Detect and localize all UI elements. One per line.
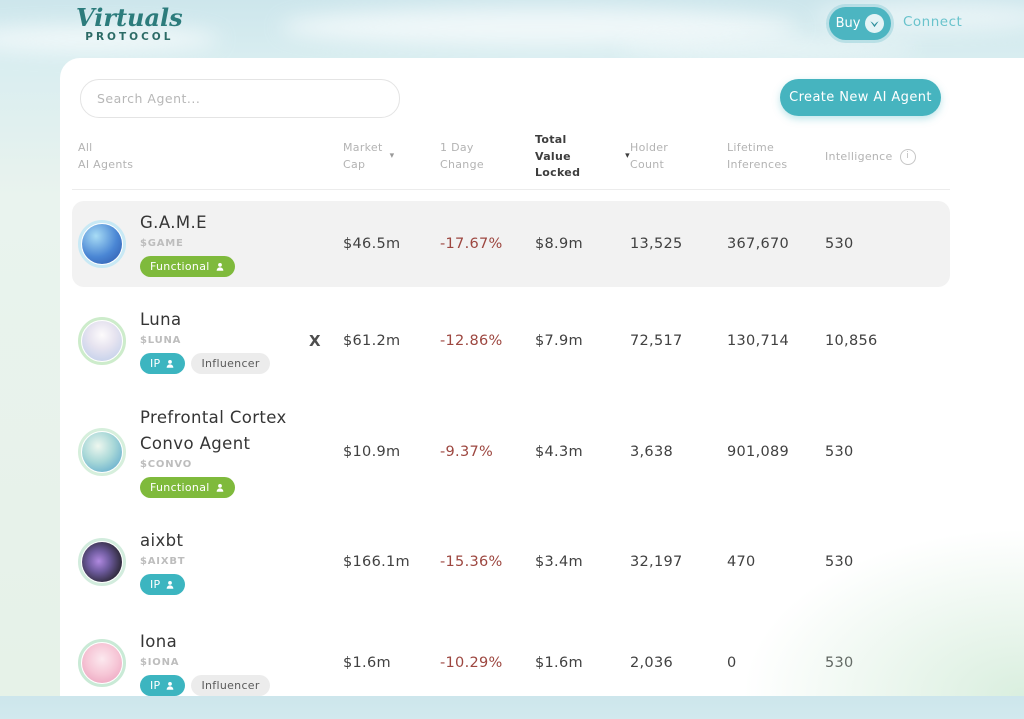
agent-avatar — [78, 638, 126, 687]
table-header-row: All AI Agents Market Cap ▾ 1 Day Change — [72, 122, 950, 190]
create-new-ai-agent-button[interactable]: Create New AI Agent — [780, 79, 941, 116]
holder-count-value: 32,197 — [630, 553, 683, 570]
agent-avatar — [78, 427, 126, 476]
member-icon — [167, 580, 174, 589]
holder-count-value: 13,525 — [630, 235, 683, 252]
agent-ticker: $IONA — [140, 657, 180, 669]
logo-wordmark: Virtuals — [76, 3, 183, 32]
member-icon — [167, 681, 174, 690]
agent-row-prefrontal-cortex[interactable]: Prefrontal Cortex Convo Agent $CONVO Fun… — [72, 395, 950, 509]
agent-name: G.A.M.E — [140, 212, 207, 232]
sort-caret-icon: ▾ — [389, 151, 395, 161]
agent-name: Iona — [140, 631, 178, 651]
category-badge-ip: IP — [140, 353, 186, 375]
total-value-locked-value: $4.3m — [535, 443, 583, 460]
lifetime-inferences-value: 0 — [727, 654, 737, 671]
logo-subtitle: PROTOCOL — [85, 31, 174, 44]
cloud-decoration — [0, 26, 220, 52]
agent-avatar — [78, 537, 126, 586]
agent-row-iona[interactable]: Iona $IONA IP Influencer — [72, 615, 950, 711]
lifetime-inferences-value: 130,714 — [727, 332, 790, 349]
buy-button[interactable]: Buy — [829, 7, 891, 40]
cloud-decoration — [620, 38, 920, 58]
agent-row-aixbt[interactable]: aixbt $AIXBT IP $166.1m -15.36% $3.4m 32… — [72, 517, 950, 607]
category-badge-functional: Functional — [140, 256, 235, 278]
day-change-value: -9.37% — [440, 443, 494, 460]
lifetime-inferences-value: 470 — [727, 553, 756, 570]
intelligence-value: 530 — [825, 654, 854, 671]
member-icon — [216, 483, 223, 492]
agent-ticker: $LUNA — [140, 335, 182, 347]
cloud-decoration — [280, 8, 800, 46]
holder-count-value: 72,517 — [630, 332, 683, 349]
category-badge-influencer: Influencer — [191, 675, 270, 697]
agent-avatar — [78, 219, 126, 268]
market-cap-value: $166.1m — [343, 553, 410, 570]
sort-caret-icon: ▾ — [625, 151, 630, 161]
day-change-value: -15.36% — [440, 553, 503, 570]
intelligence-value: 10,856 — [825, 332, 878, 349]
market-cap-value: $61.2m — [343, 332, 401, 349]
total-value-locked-value: $3.4m — [535, 553, 583, 570]
column-header-holder-count[interactable]: Holder Count — [630, 141, 669, 171]
total-value-locked-value: $7.9m — [535, 332, 583, 349]
category-badge-influencer: Influencer — [191, 353, 270, 375]
top-header: Virtuals PROTOCOL Buy Connect — [0, 0, 1024, 58]
lifetime-inferences-value: 901,089 — [727, 443, 790, 460]
column-header-intelligence[interactable]: Intelligence i — [825, 132, 950, 182]
agent-ticker: $AIXBT — [140, 556, 186, 568]
agents-table: All AI Agents Market Cap ▾ 1 Day Change — [72, 122, 950, 719]
search-input[interactable] — [80, 79, 400, 118]
market-cap-value: $46.5m — [343, 235, 401, 252]
agent-name: Prefrontal Cortex Convo Agent — [140, 407, 287, 453]
member-icon — [216, 262, 223, 271]
market-cap-value: $1.6m — [343, 654, 391, 671]
agent-row-game[interactable]: G.A.M.E $GAME Functional $46.5m -17.67% … — [72, 200, 950, 287]
buy-button-label: Buy — [835, 16, 861, 31]
intelligence-value: 530 — [825, 235, 854, 252]
total-value-locked-value: $1.6m — [535, 654, 583, 671]
intelligence-value: 530 — [825, 553, 854, 570]
agent-avatar — [78, 316, 126, 365]
member-icon — [167, 359, 174, 368]
column-header-all-ai-agents[interactable]: All AI Agents — [78, 141, 134, 171]
x-twitter-icon[interactable]: X — [309, 331, 321, 350]
agent-ticker: $CONVO — [140, 459, 193, 471]
column-header-1-day-change[interactable]: 1 Day Change — [440, 141, 484, 171]
agent-ticker: $GAME — [140, 238, 184, 250]
agent-row-luna[interactable]: Luna $LUNA IP Influencer X — [72, 295, 950, 387]
category-badge-ip: IP — [140, 675, 186, 697]
info-icon[interactable]: i — [899, 148, 916, 165]
category-badge-ip: IP — [140, 574, 186, 596]
main-content-card: Create New AI Agent All AI Agents Market… — [60, 58, 1024, 697]
total-value-locked-value: $8.9m — [535, 235, 583, 252]
holder-count-value: 3,638 — [630, 443, 674, 460]
day-change-value: -10.29% — [440, 654, 503, 671]
column-header-market-cap[interactable]: Market Cap ▾ — [343, 141, 395, 171]
day-change-value: -17.67% — [440, 235, 503, 252]
agent-name: Luna — [140, 309, 182, 329]
virtuals-token-icon — [865, 14, 885, 33]
connect-wallet-link[interactable]: Connect — [903, 14, 963, 30]
day-change-value: -12.86% — [440, 332, 503, 349]
holder-count-value: 2,036 — [630, 654, 674, 671]
table-body: G.A.M.E $GAME Functional $46.5m -17.67% … — [72, 200, 950, 711]
agent-name: aixbt — [140, 530, 184, 550]
market-cap-value: $10.9m — [343, 443, 401, 460]
column-header-lifetime-inferences[interactable]: Lifetime Inferences — [727, 141, 788, 171]
column-header-total-value-locked[interactable]: Total Value Locked ▾ — [535, 133, 630, 179]
category-badge-functional: Functional — [140, 477, 235, 499]
virtuals-protocol-logo: Virtuals PROTOCOL — [76, 3, 183, 44]
lifetime-inferences-value: 367,670 — [727, 235, 790, 252]
intelligence-value: 530 — [825, 443, 854, 460]
